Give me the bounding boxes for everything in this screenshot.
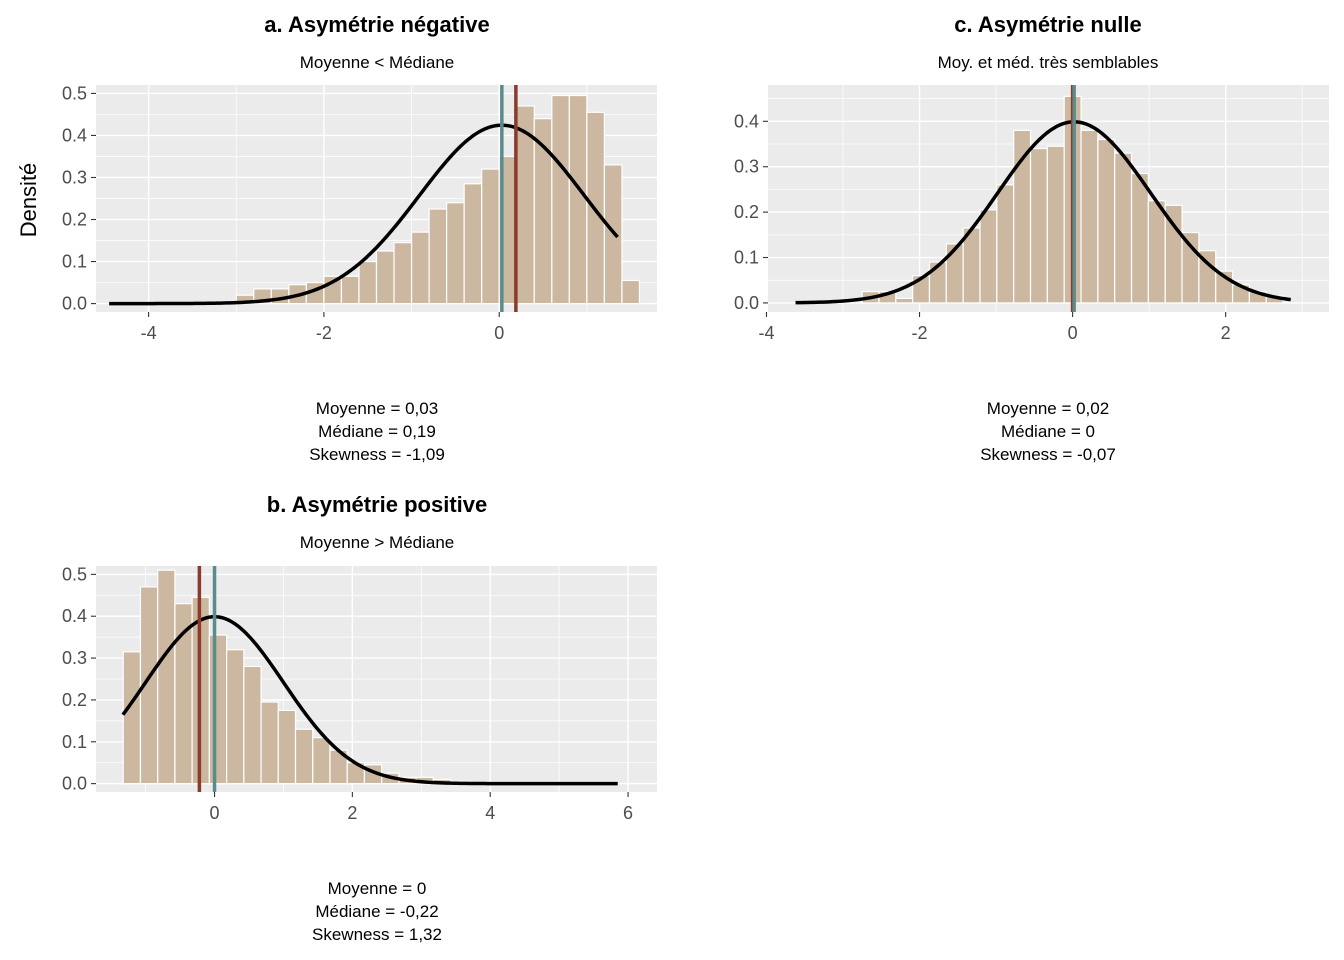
y-tick-label: 0.3: [734, 157, 759, 177]
histogram-bar: [410, 231, 430, 305]
stat-mean-negative: Moyenne = 0,03: [316, 399, 438, 418]
stat-mean-positive: Moyenne = 0: [328, 879, 427, 898]
histogram-bar: [1046, 145, 1065, 304]
chart-title-positive: b. Asymétrie positive: [267, 492, 487, 517]
histogram-bar: [393, 242, 413, 305]
histogram-bar: [294, 728, 314, 785]
histogram-bar: [481, 168, 500, 305]
histogram-bar: [428, 208, 448, 305]
histogram-bar: [463, 183, 483, 305]
stat-mean-nulle: Moyenne = 0,02: [987, 399, 1109, 418]
histogram-bar: [375, 250, 395, 305]
histogram-bar: [1181, 231, 1200, 304]
y-tick-label: 0.1: [62, 252, 87, 272]
histogram-bar: [1097, 138, 1116, 304]
histogram-bar: [312, 736, 331, 785]
plot-area-positive: 0.0 0.1 0.2 0.3 0.4 0.5 0 2 4 6: [62, 564, 657, 823]
histogram-bar: [621, 279, 641, 305]
y-tick-label: 0.2: [734, 202, 759, 222]
y-tick-label: 0.0: [734, 293, 759, 313]
x-tick-label: 0: [494, 323, 504, 343]
histogram-bar: [1080, 129, 1099, 304]
histogram-bar: [1029, 147, 1048, 304]
histogram-bar: [226, 649, 245, 785]
y-tick-label: 0.4: [734, 111, 759, 131]
histogram-bar: [996, 184, 1015, 304]
normal-density-curve: [795, 120, 1291, 305]
y-tick-label: 0.3: [62, 648, 87, 668]
panel-negative: a. Asymétrie négative Moyenne < Médiane …: [62, 12, 657, 464]
histogram-bar: [277, 709, 297, 785]
histogram-bar: [568, 94, 588, 305]
x-tick-label: 0: [1068, 323, 1078, 343]
y-tick-label: 0.5: [62, 83, 87, 103]
normal-density-curve: [109, 123, 619, 306]
histogram-bar: [260, 701, 279, 785]
histogram-bar: [208, 634, 228, 785]
histogram-bar: [945, 243, 964, 304]
histogram-bar: [1013, 129, 1032, 304]
x-tick-label: 6: [623, 803, 633, 823]
plot-area-negative: 0.0 0.1 0.2 0.3 0.4 0.5 -4 -2 0: [62, 83, 657, 343]
histogram-bar: [1147, 200, 1166, 304]
stat-median-negative: Médiane = 0,19: [318, 422, 436, 441]
chart-subtitle-nulle: Moy. et méd. très semblables: [938, 53, 1159, 72]
y-tick-label: 0.2: [62, 690, 87, 710]
histogram-bar: [157, 569, 176, 785]
y-tick-label: 0.1: [62, 732, 87, 752]
histogram-bar: [340, 275, 360, 305]
histogram-bar: [1114, 152, 1133, 304]
y-tick-label: 0.1: [734, 248, 759, 268]
chart-title-nulle: c. Asymétrie nulle: [954, 12, 1141, 37]
y-tick-label: 0.0: [62, 294, 87, 314]
histogram-bar: [122, 651, 142, 785]
x-tick-label: 2: [1221, 323, 1231, 343]
histogram-bar: [243, 665, 262, 785]
panel-positive: b. Asymétrie positive Moyenne > Médiane …: [62, 492, 657, 944]
histogram-bar: [358, 260, 378, 305]
x-tick-label: 4: [485, 803, 495, 823]
histogram-bar: [979, 209, 998, 304]
x-tick-label: 0: [210, 803, 220, 823]
stat-median-nulle: Médiane = 0: [1001, 422, 1095, 441]
normal-density-curve: [121, 614, 618, 786]
stat-skewness-nulle: Skewness = -0,07: [980, 445, 1116, 464]
y-tick-label: 0.5: [62, 564, 87, 584]
y-tick-label: 0.4: [62, 606, 87, 626]
histogram-bar: [446, 202, 465, 305]
chart-subtitle-positive: Moyenne > Médiane: [300, 533, 455, 552]
histogram-bar: [928, 261, 947, 304]
stat-skewness-positive: Skewness = 1,32: [312, 925, 442, 944]
y-axis-label: Densité: [16, 163, 41, 238]
x-tick-label: 2: [347, 803, 357, 823]
y-tick-label: 0.4: [62, 125, 87, 145]
x-tick-label: -4: [758, 323, 774, 343]
histogram-bar: [551, 94, 570, 305]
x-tick-label: -2: [316, 323, 332, 343]
chart-subtitle-negative: Moyenne < Médiane: [300, 53, 455, 72]
stat-skewness-negative: Skewness = -1,09: [309, 445, 445, 464]
x-tick-label: -4: [141, 323, 157, 343]
plot-area-nulle: 0.0 0.1 0.2 0.3 0.4 -4 -2 0 2: [734, 85, 1329, 343]
y-tick-label: 0.0: [62, 774, 87, 794]
stat-median-positive: Médiane = -0,22: [315, 902, 438, 921]
histogram-bar: [895, 297, 914, 304]
panel-nulle: c. Asymétrie nulle Moy. et méd. très sem…: [734, 12, 1329, 464]
x-tick-label: -2: [912, 323, 928, 343]
y-tick-label: 0.2: [62, 210, 87, 230]
chart-title-negative: a. Asymétrie négative: [264, 12, 489, 37]
y-tick-label: 0.3: [62, 167, 87, 187]
histogram-bar: [1130, 172, 1149, 304]
